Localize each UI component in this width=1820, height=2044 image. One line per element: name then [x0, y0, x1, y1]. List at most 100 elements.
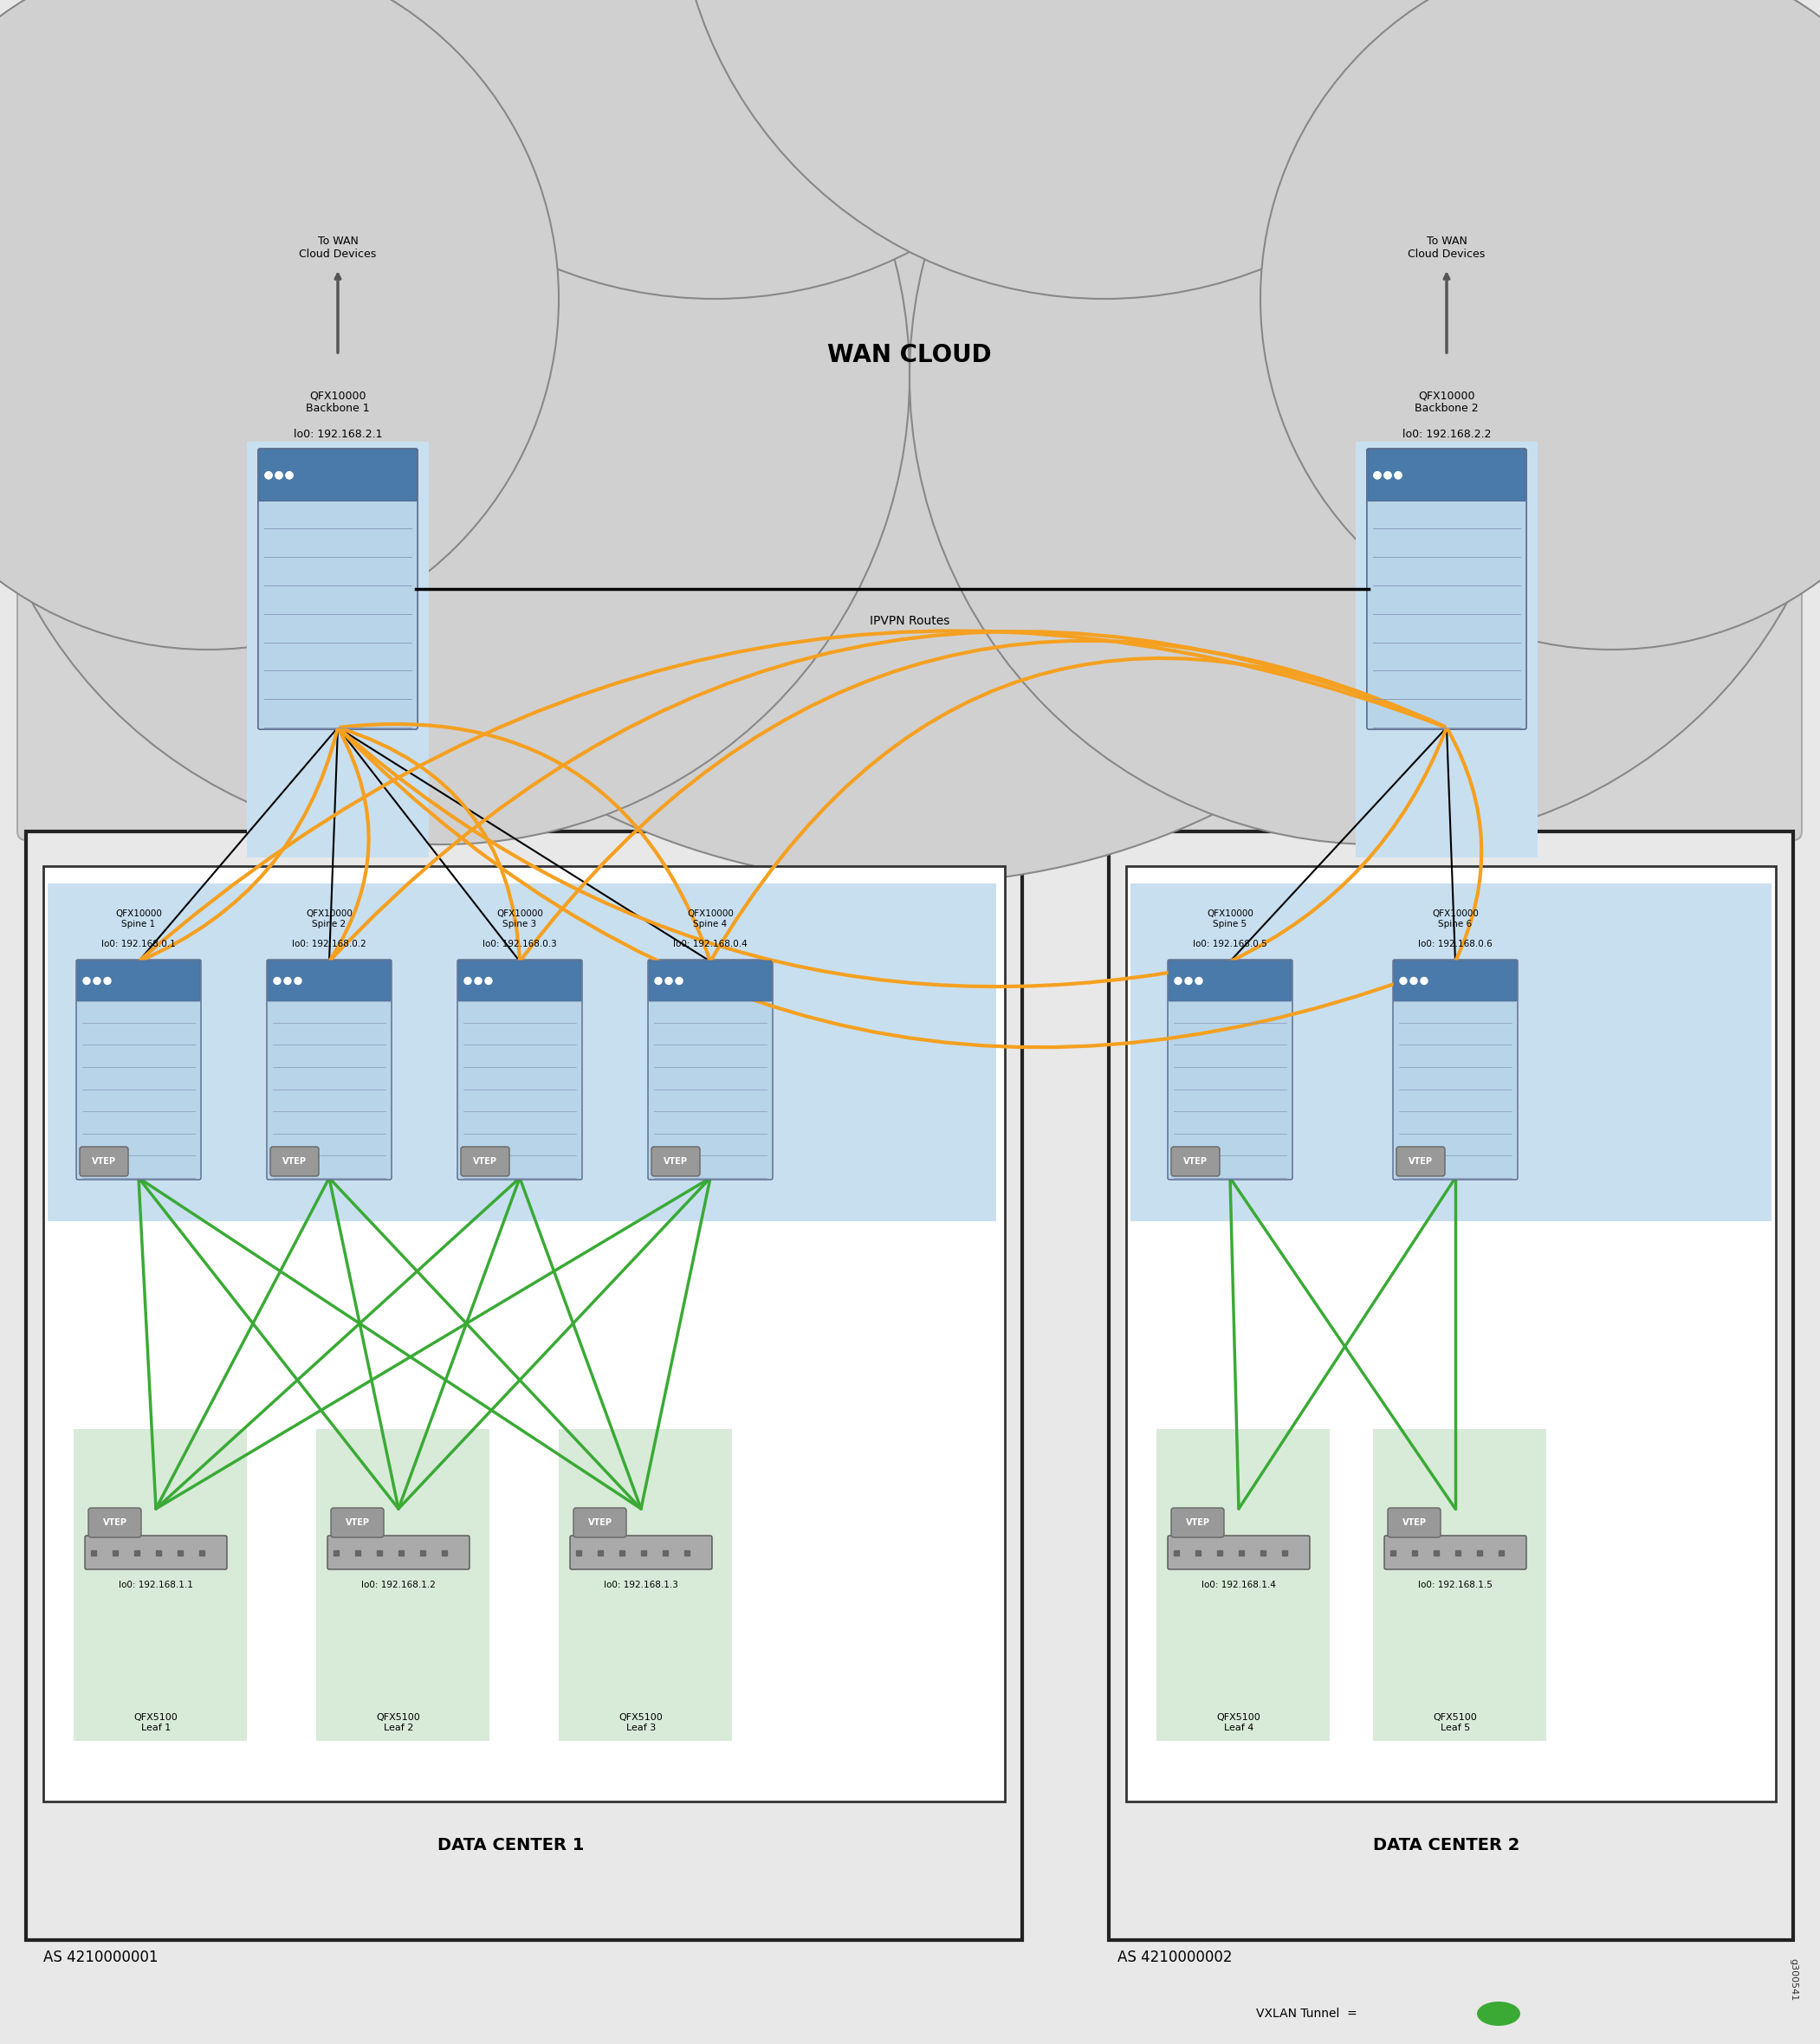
Text: QFX5100
Leaf 3: QFX5100 Leaf 3 [619, 1713, 662, 1731]
FancyBboxPatch shape [331, 1508, 384, 1537]
Text: DATA CENTER 2: DATA CENTER 2 [1374, 1838, 1520, 1854]
Text: VTEP: VTEP [102, 1519, 127, 1527]
Circle shape [0, 0, 910, 844]
FancyBboxPatch shape [1172, 1147, 1219, 1175]
Bar [1390, 1549, 1396, 1555]
Bar [355, 1549, 360, 1555]
Circle shape [266, 472, 271, 478]
Text: WAN CLOUD: WAN CLOUD [828, 343, 992, 368]
FancyBboxPatch shape [1387, 1508, 1441, 1537]
Circle shape [1174, 977, 1181, 985]
Bar [641, 1549, 646, 1555]
Circle shape [286, 472, 293, 478]
Bar [1196, 1549, 1201, 1555]
FancyBboxPatch shape [1168, 961, 1292, 1002]
Bar [1130, 883, 1771, 1220]
Circle shape [675, 977, 682, 985]
Bar [1156, 1429, 1330, 1741]
Circle shape [286, 472, 293, 478]
Circle shape [266, 472, 271, 478]
Text: VTEP: VTEP [588, 1519, 612, 1527]
Bar [113, 1549, 118, 1555]
Circle shape [655, 977, 662, 985]
Text: QFX10000
Spine 5

lo0: 192.168.0.5: QFX10000 Spine 5 lo0: 192.168.0.5 [1192, 910, 1267, 948]
Bar [248, 442, 430, 856]
FancyArrowPatch shape [712, 658, 1445, 959]
Text: QFX5100
Leaf 5: QFX5100 Leaf 5 [1434, 1713, 1478, 1731]
FancyArrowPatch shape [340, 730, 1452, 1047]
FancyArrowPatch shape [1232, 730, 1445, 961]
Bar [1281, 1549, 1287, 1555]
FancyBboxPatch shape [1392, 959, 1518, 1179]
FancyBboxPatch shape [1168, 1535, 1310, 1570]
Text: VTEP: VTEP [282, 1157, 306, 1165]
Text: To WAN
Cloud Devices: To WAN Cloud Devices [1409, 235, 1485, 260]
Bar [47, 883, 996, 1220]
Bar [317, 1429, 490, 1741]
Bar [1456, 1549, 1460, 1555]
Text: lo0: 192.168.1.3: lo0: 192.168.1.3 [604, 1580, 679, 1590]
Bar [44, 867, 1005, 1801]
Circle shape [1374, 472, 1381, 478]
Circle shape [1421, 977, 1427, 985]
Circle shape [1400, 977, 1407, 985]
Bar [1372, 1429, 1547, 1741]
Text: AS 4210000001: AS 4210000001 [44, 1950, 158, 1964]
Bar [684, 1549, 690, 1555]
Bar [1356, 442, 1538, 856]
FancyBboxPatch shape [1367, 448, 1527, 730]
Bar [1498, 1549, 1503, 1555]
Circle shape [84, 977, 91, 985]
Text: VTEP: VTEP [664, 1157, 688, 1165]
Circle shape [1410, 977, 1418, 985]
FancyBboxPatch shape [258, 450, 417, 501]
Text: lo0: 192.168.1.4: lo0: 192.168.1.4 [1201, 1580, 1276, 1590]
Text: VTEP: VTEP [1183, 1157, 1207, 1165]
Bar [377, 1549, 382, 1555]
Circle shape [273, 977, 280, 985]
Bar [597, 1549, 602, 1555]
Circle shape [1394, 472, 1401, 478]
FancyArrowPatch shape [140, 730, 337, 961]
Text: lo0: 192.168.1.1: lo0: 192.168.1.1 [118, 1580, 193, 1590]
FancyBboxPatch shape [1369, 450, 1525, 501]
FancyBboxPatch shape [573, 1508, 626, 1537]
Text: QFX10000
Spine 4

lo0: 192.168.0.4: QFX10000 Spine 4 lo0: 192.168.0.4 [673, 910, 748, 948]
Bar [1434, 1549, 1440, 1555]
FancyBboxPatch shape [1367, 448, 1527, 730]
Bar [91, 1549, 96, 1555]
Text: QFX10000
Backbone 2

lo0: 192.168.2.2: QFX10000 Backbone 2 lo0: 192.168.2.2 [1401, 390, 1491, 439]
Circle shape [1385, 472, 1390, 478]
Text: VTEP: VTEP [346, 1519, 369, 1527]
Text: To WAN
Cloud Devices: To WAN Cloud Devices [298, 235, 377, 260]
Circle shape [0, 0, 559, 650]
FancyBboxPatch shape [76, 959, 200, 1179]
Bar [135, 1549, 140, 1555]
FancyBboxPatch shape [652, 1147, 701, 1175]
FancyBboxPatch shape [80, 1147, 127, 1175]
Bar [198, 1549, 204, 1555]
FancyBboxPatch shape [1168, 959, 1292, 1179]
FancyBboxPatch shape [1385, 1535, 1527, 1570]
Text: AS 4210000002: AS 4210000002 [1117, 1950, 1232, 1964]
Text: QFX5100
Leaf 1: QFX5100 Leaf 1 [135, 1713, 178, 1731]
FancyBboxPatch shape [258, 448, 417, 730]
Circle shape [284, 977, 291, 985]
FancyBboxPatch shape [18, 86, 1802, 840]
Text: QFX5100
Leaf 2: QFX5100 Leaf 2 [377, 1713, 420, 1731]
Bar [1108, 832, 1793, 1940]
FancyBboxPatch shape [268, 959, 391, 1179]
Circle shape [286, 0, 1143, 298]
Text: DATA CENTER 1: DATA CENTER 1 [439, 1838, 584, 1854]
Text: lo0: 192.168.1.5: lo0: 192.168.1.5 [1418, 1580, 1492, 1590]
FancyArrowPatch shape [331, 730, 369, 959]
Circle shape [675, 0, 1532, 298]
Bar [420, 1549, 426, 1555]
FancyBboxPatch shape [457, 959, 582, 1179]
FancyBboxPatch shape [1396, 1147, 1445, 1175]
FancyBboxPatch shape [76, 961, 200, 1002]
Circle shape [104, 977, 111, 985]
FancyBboxPatch shape [460, 1147, 510, 1175]
Circle shape [295, 977, 302, 985]
Bar [1127, 867, 1776, 1801]
